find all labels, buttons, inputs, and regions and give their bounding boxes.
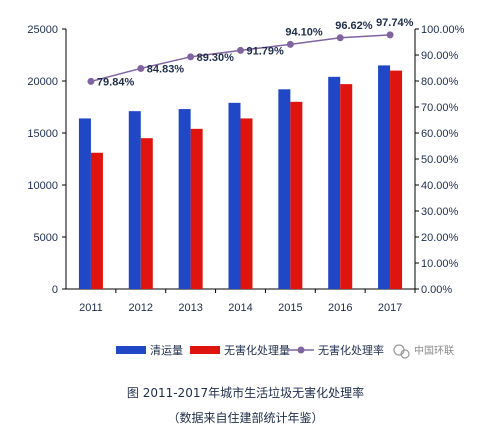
watermark: 中国环联	[393, 344, 454, 359]
right-tick-label: 80.00%	[421, 76, 459, 88]
bar-wuhaihua	[140, 138, 153, 289]
left-tick-label: 15000	[27, 128, 58, 140]
bar-qingyun	[328, 76, 341, 289]
right-tick-label: 90.00%	[421, 50, 459, 62]
chart: 0 5000 10000 15000 20000 25000 0.00% 10.00% 20.0…	[27, 17, 465, 359]
right-tick-label: 60.00%	[421, 128, 459, 140]
rate-data-label: 97.74%	[376, 17, 414, 29]
left-tick-label: 25000	[27, 24, 58, 36]
right-tick-label: 100.00%	[421, 24, 465, 36]
right-tick-label: 10.00%	[421, 258, 459, 270]
bar-wuhaihua	[340, 84, 353, 290]
bar-qingyun	[228, 102, 241, 289]
right-tick-label: 20.00%	[421, 232, 459, 244]
x-tick-label: 2015	[278, 302, 302, 314]
bar-qingyun	[178, 109, 191, 289]
bar-qingyun	[128, 111, 141, 289]
bar-wuhaihua	[240, 118, 253, 289]
plot-area: 0 5000 10000 15000 20000 25000 0.00% 10.00% 20.0…	[27, 17, 464, 314]
bar-qingyun	[78, 118, 91, 289]
right-tick-label: 0.00%	[421, 284, 452, 296]
x-tick-label: 2016	[328, 302, 352, 314]
x-tick-label: 2017	[378, 302, 402, 314]
rate-point	[336, 34, 344, 42]
right-tick-label: 30.00%	[421, 206, 459, 218]
legend-label: 无害化处理量	[224, 343, 290, 357]
legend-label: 清运量	[150, 344, 183, 357]
legend: 清运量 无害化处理量 无害化处理率	[116, 343, 384, 357]
rate-data-label: 94.10%	[285, 26, 323, 38]
right-tick-label: 40.00%	[421, 180, 459, 192]
rate-data-label: 91.79%	[247, 45, 285, 57]
bar-qingyun	[278, 89, 291, 289]
rate-line	[90, 34, 391, 83]
legend-swatch	[116, 346, 146, 354]
right-tick-label: 70.00%	[421, 102, 459, 114]
x-tick-label: 2011	[79, 302, 103, 314]
x-tick-label: 2014	[228, 302, 252, 314]
x-tick-label: 2013	[178, 302, 202, 314]
wechat-icon	[393, 344, 410, 359]
rate-point	[237, 46, 244, 54]
left-tick-label: 0	[52, 284, 58, 296]
watermark-text: 中国环联	[414, 344, 454, 357]
rate-point	[286, 40, 294, 48]
rate-data-label: 79.84%	[97, 76, 135, 88]
bar-wuhaihua	[190, 128, 203, 289]
legend-label: 无害化处理率	[318, 343, 384, 357]
right-tick-label: 50.00%	[421, 154, 459, 166]
rate-data-label: 89.30%	[197, 52, 235, 64]
bar-qingyun	[378, 65, 391, 290]
legend-marker	[297, 346, 305, 354]
rate-point	[386, 31, 394, 39]
rate-data-label: 96.62%	[335, 20, 373, 32]
left-tick-label: 20000	[27, 76, 58, 88]
rate-data-label: 84.83%	[147, 63, 185, 75]
rate-point	[137, 64, 145, 72]
bar-wuhaihua	[290, 101, 303, 289]
x-tick-label: 2012	[129, 302, 153, 314]
bar-wuhaihua	[390, 70, 403, 289]
caption-subtitle: （数据来自住建部统计年鉴）	[167, 411, 324, 425]
rate-point	[187, 53, 195, 61]
legend-swatch	[190, 346, 220, 354]
left-tick-label: 5000	[34, 232, 58, 244]
caption-title: 图 2011-2017年城市生活垃圾无害化处理率	[126, 386, 365, 400]
left-tick-label: 10000	[27, 180, 58, 192]
bar-wuhaihua	[90, 152, 103, 289]
rate-point	[87, 77, 95, 85]
